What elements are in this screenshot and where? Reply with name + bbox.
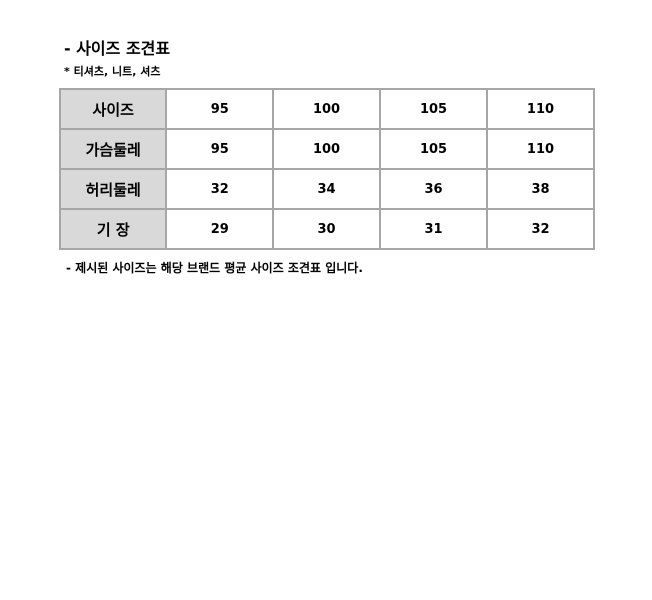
size-table: 사이즈 95 100 105 110 가슴둘레 95 100 105 110 허리둘레 32 34 36 3…	[58, 88, 595, 250]
table-cell: 95	[165, 88, 275, 130]
row-header: 사이즈	[58, 88, 168, 130]
table-cell: 95	[165, 128, 275, 170]
table-cell: 32	[486, 208, 595, 250]
table-cell: 38	[486, 168, 595, 210]
row-header: 가슴둘레	[58, 128, 168, 170]
table-cell: 36	[379, 168, 488, 210]
table-row: 허리둘레 32 34 36 38	[58, 168, 595, 210]
table-cell: 100	[272, 88, 382, 130]
table-cell: 31	[379, 208, 488, 250]
table-cell: 105	[379, 88, 488, 130]
table-cell: 105	[379, 128, 488, 170]
row-header: 기 장	[58, 208, 168, 250]
table-cell: 34	[272, 168, 382, 210]
row-header: 허리둘레	[58, 168, 168, 210]
table-row: 가슴둘레 95 100 105 110	[58, 128, 595, 170]
table-cell: 30	[272, 208, 382, 250]
table-cell: 29	[165, 208, 275, 250]
table-row: 기 장 29 30 31 32	[58, 208, 595, 250]
table-row: 사이즈 95 100 105 110	[58, 88, 595, 130]
table-cell: 110	[486, 88, 595, 130]
table-cell: 100	[272, 128, 382, 170]
table-cell: 32	[165, 168, 275, 210]
subtitle: * 티셔츠, 니트, 셔츠	[64, 65, 161, 78]
table-cell: 110	[486, 128, 595, 170]
footnote: - 제시된 사이즈는 해당 브랜드 평균 사이즈 조견표 입니다.	[66, 261, 363, 275]
page-title: - 사이즈 조견표	[64, 39, 171, 58]
